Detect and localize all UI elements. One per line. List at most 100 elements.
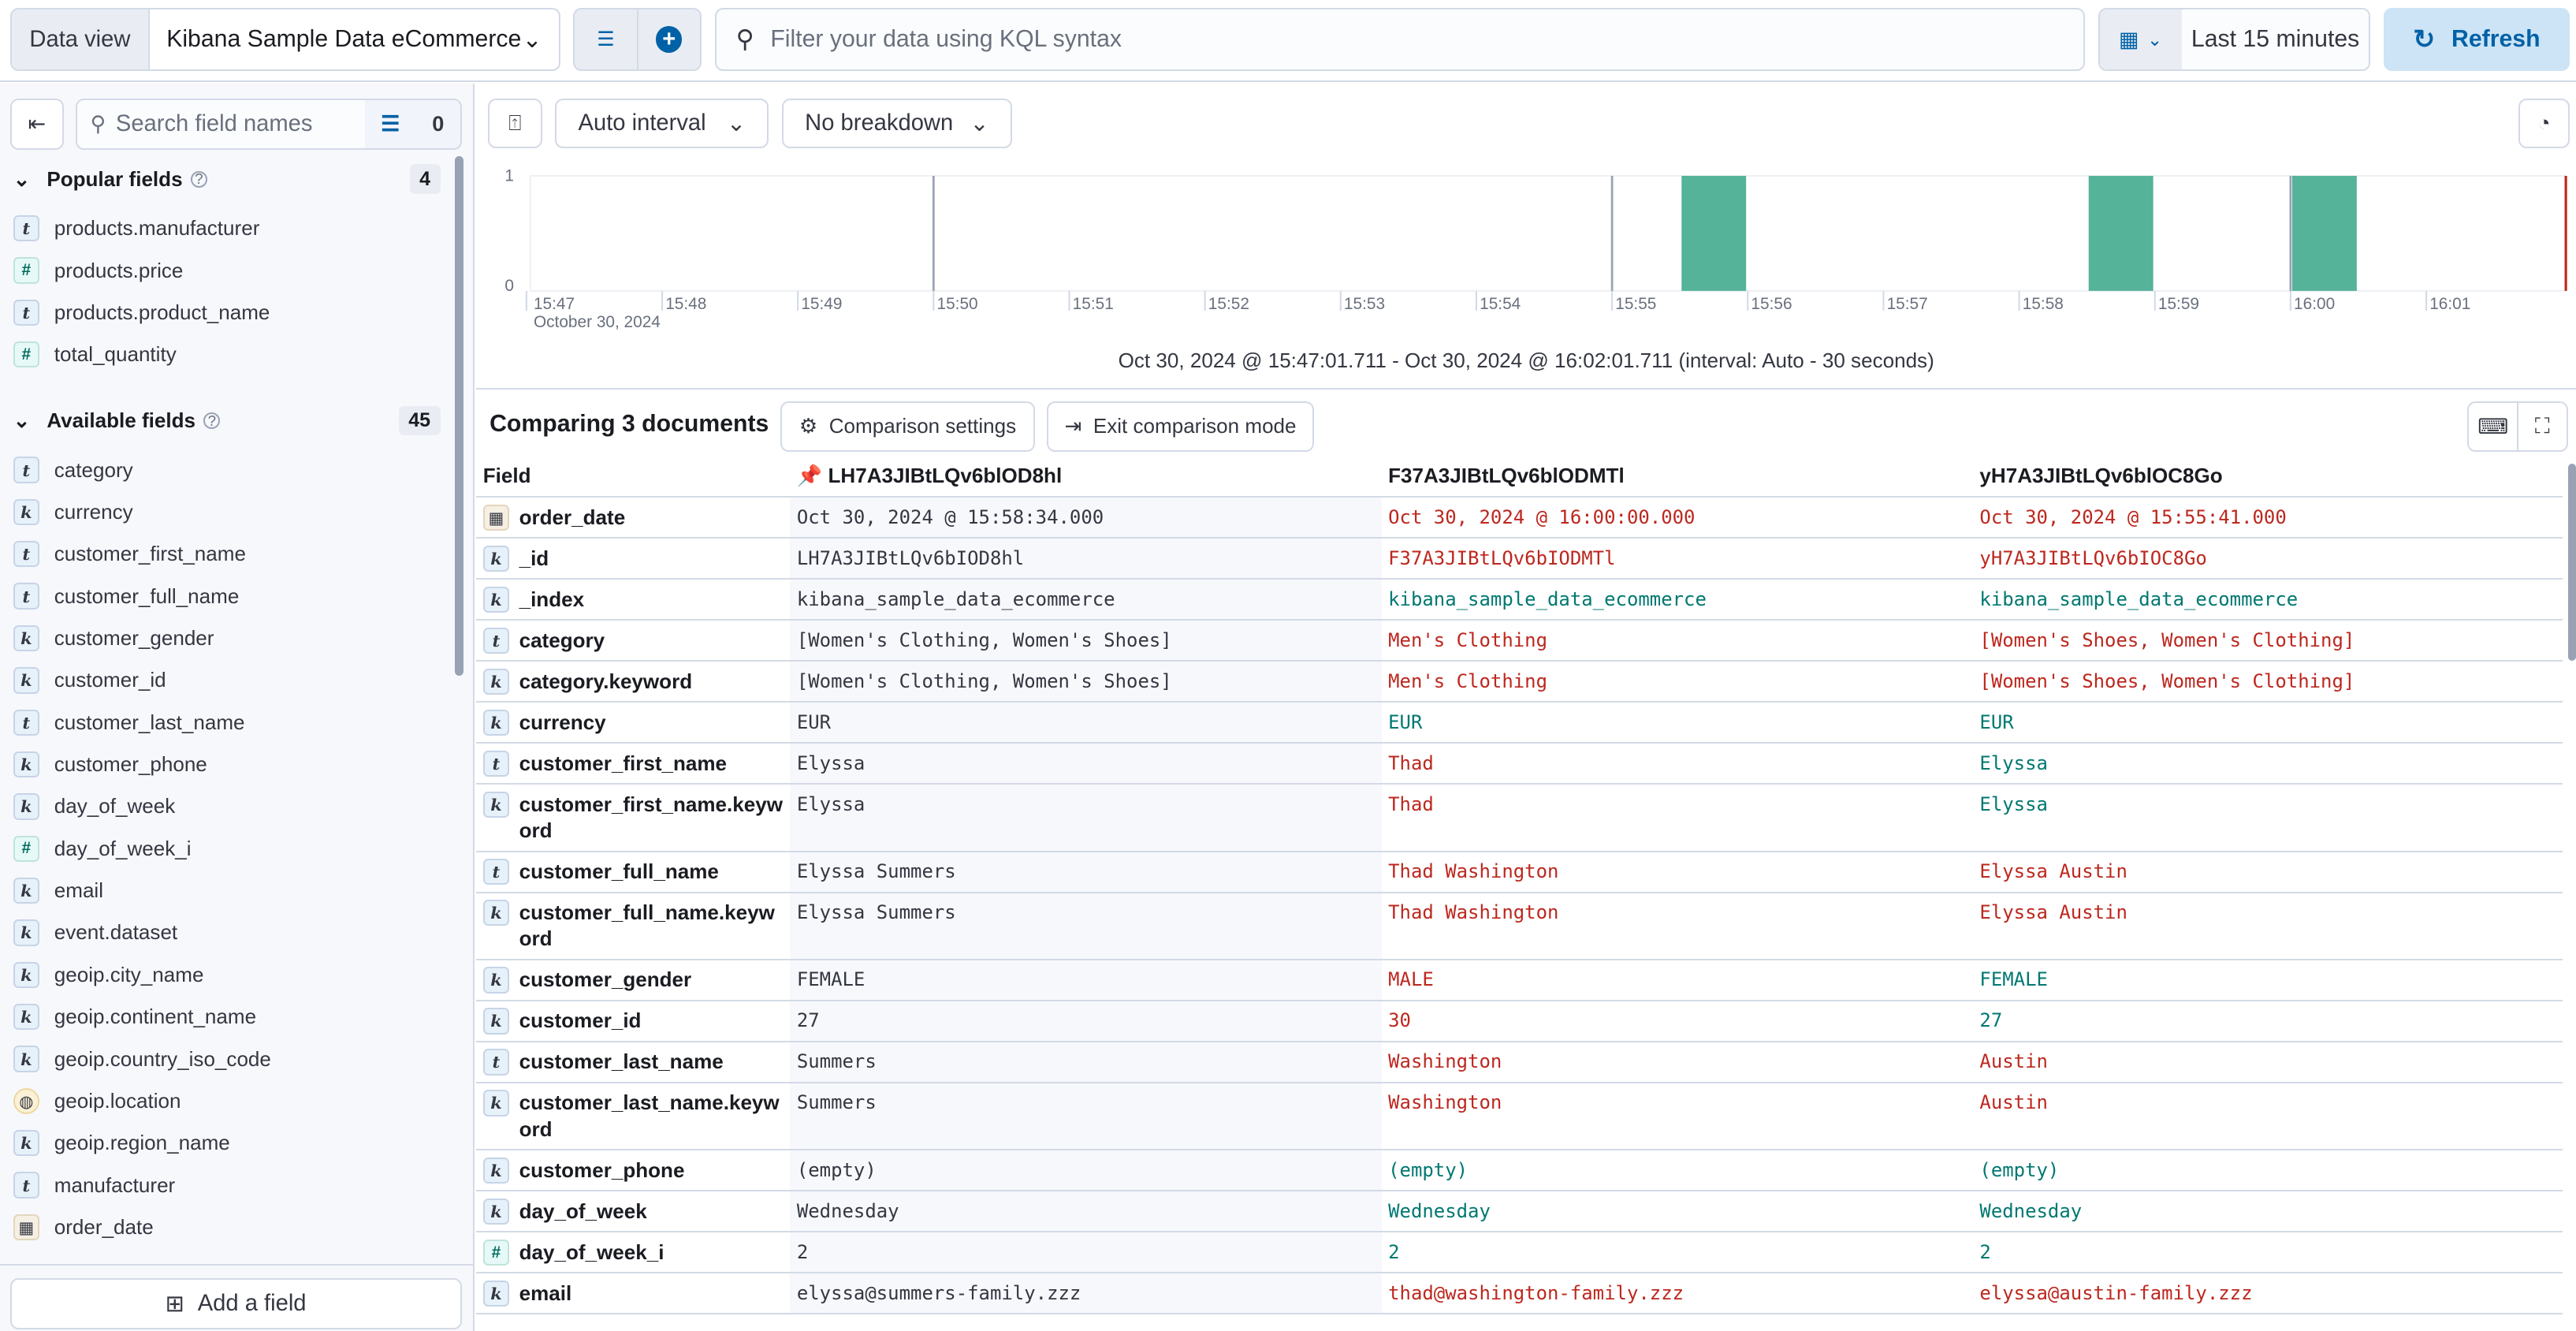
comparison-settings-label: Comparison settings: [828, 414, 1017, 438]
sidebar-scrollbar[interactable]: [455, 155, 463, 676]
field-item[interactable]: k event.dataset: [13, 915, 178, 951]
field-search-input[interactable]: [106, 100, 365, 148]
table-row: k _id LH7A3JIBtLQv6bIOD8hl F37A3JIBtLQv6bIO…: [476, 539, 2563, 580]
chevron-down-icon: ⌄: [522, 26, 542, 53]
compared-value-cell: FEMALE: [1979, 968, 2048, 991]
keyword-type-icon: k: [13, 1004, 40, 1031]
field-name: day_of_week_i: [519, 1240, 664, 1264]
keyword-type-icon: k: [13, 919, 40, 946]
compared-value-cell: (empty): [1388, 1158, 1469, 1181]
field-item[interactable]: # day_of_week_i: [13, 830, 192, 867]
pinned-value-cell: elyssa@summers-family.zzz: [790, 1273, 1382, 1314]
popular-fields-header[interactable]: ⌄ Popular fields? 4: [13, 162, 441, 196]
compared-value-cell: [Women's Shoes, Women's Clothing]: [1979, 628, 2355, 651]
field-item[interactable]: t manufacturer: [13, 1167, 176, 1203]
toggle-chart-button[interactable]: ⍐: [488, 99, 542, 148]
field-name: day_of_week: [54, 794, 176, 818]
column-header-doc[interactable]: F37A3JIBtLQv6blODMTl: [1381, 460, 1974, 497]
available-fields-header[interactable]: ⌄ Available fields? 45: [13, 405, 441, 438]
add-field-button[interactable]: ⊞ Add a field: [9, 1278, 462, 1330]
chart-options-button[interactable]: ◔: [2518, 99, 2570, 148]
collapse-sidebar-button[interactable]: ⇤: [9, 99, 65, 150]
table-row: k customer_last_name.keyword Summers Washin…: [476, 1083, 2563, 1151]
x-tick-label: 15:48: [666, 295, 707, 313]
pinned-value-cell: Summers: [790, 1083, 1382, 1150]
field-item[interactable]: k geoip.city_name: [13, 956, 203, 993]
compared-value-cell: Thad: [1388, 751, 1434, 774]
kql-query-bar[interactable]: ⚲: [714, 8, 2085, 71]
field-item[interactable]: k geoip.continent_name: [13, 999, 256, 1035]
interval-select[interactable]: Auto interval ⌄: [555, 99, 769, 148]
section-title: Popular fields: [47, 166, 183, 191]
field-item[interactable]: k currency: [13, 494, 133, 530]
field-cell: t customer_first_name: [476, 744, 790, 783]
field-type-filter-button[interactable]: ☰ 0: [364, 100, 460, 148]
text-type-icon: t: [13, 583, 40, 610]
field-item[interactable]: # products.price: [13, 252, 183, 289]
text-type-icon: t: [482, 627, 510, 654]
pinned-value-cell: FEMALE: [790, 960, 1382, 1001]
field-item[interactable]: k day_of_week: [13, 789, 176, 825]
field-item[interactable]: k email: [13, 873, 103, 909]
fullscreen-button[interactable]: ⛶: [2516, 401, 2568, 453]
field-item[interactable]: k customer_gender: [13, 621, 214, 657]
field-item[interactable]: k geoip.country_iso_code: [13, 1041, 271, 1077]
field-item[interactable]: t category: [13, 452, 133, 488]
filter-menu-button[interactable]: ☰: [575, 9, 636, 69]
chart-toggle-icon: ⍐: [508, 110, 522, 135]
field-name: order_date: [519, 505, 626, 529]
plus-circle-icon: +: [656, 26, 683, 53]
field-name: category: [519, 628, 605, 652]
table-scrollbar[interactable]: [2567, 463, 2576, 661]
data-view-picker[interactable]: Data view Kibana Sample Data eCommerce ⌄: [9, 8, 560, 71]
text-type-icon: t: [13, 457, 40, 483]
field-name: customer_last_name.keyword: [519, 1091, 780, 1141]
quick-date-picker-button[interactable]: ▦ ⌄: [2099, 9, 2182, 69]
field-cell: k customer_gender: [476, 960, 790, 1000]
field-item[interactable]: t products.manufacturer: [13, 211, 259, 247]
search-icon: ⚲: [735, 25, 754, 53]
calendar-icon: ▦: [2119, 27, 2139, 51]
comparison-settings-button[interactable]: ⚙ Comparison settings: [780, 401, 1036, 453]
field-name: event.dataset: [54, 920, 178, 945]
compared-value-cell: Thad Washington: [1388, 860, 1559, 883]
x-tick-label: 15:53: [1344, 295, 1385, 313]
histogram-chart[interactable]: 0 1 15:47 15:48 15:49 15:50 15:51 15:52 15:53 15:…: [476, 156, 2576, 337]
breakdown-select[interactable]: No breakdown ⌄: [782, 99, 1012, 148]
field-name: customer_first_name: [54, 542, 246, 566]
compared-value-cell: Oct 30, 2024 @ 15:55:41.000: [1979, 505, 2287, 528]
add-filter-button[interactable]: +: [636, 9, 700, 69]
field-item[interactable]: ◍ geoip.location: [13, 1083, 181, 1119]
column-header-pinned-doc[interactable]: 📌 LH7A3JIBtLQv6blOD8hl: [790, 460, 1382, 497]
query-input[interactable]: [770, 26, 2019, 53]
x-tick-label: 15:58: [2023, 295, 2064, 313]
column-header-doc[interactable]: yH7A3JIBtLQv6blOC8Go: [1973, 460, 2563, 497]
compared-value-cell: Elyssa: [1979, 792, 2048, 815]
field-item[interactable]: # total_quantity: [13, 337, 177, 373]
field-search[interactable]: ⚲ ☰0: [75, 99, 462, 150]
field-name: manufacturer: [54, 1173, 176, 1197]
refresh-button[interactable]: ↻ Refresh: [2384, 8, 2570, 71]
compared-value-cell: (empty): [1979, 1158, 2060, 1181]
keyword-type-icon: k: [482, 1008, 510, 1035]
field-cell: k email: [476, 1273, 790, 1313]
keyword-type-icon: k: [13, 1130, 40, 1157]
field-item[interactable]: t customer_full_name: [13, 578, 240, 614]
field-item[interactable]: ▦ order_date: [13, 1210, 154, 1246]
keyboard-shortcuts-button[interactable]: ⌨: [2467, 401, 2519, 453]
top-bar: Data view Kibana Sample Data eCommerce ⌄ …: [0, 0, 2576, 83]
x-tick-label: 15:56: [1751, 295, 1792, 313]
exit-comparison-button[interactable]: ⇥ Exit comparison mode: [1046, 401, 1315, 453]
field-item[interactable]: t customer_first_name: [13, 536, 246, 572]
pinned-value-cell: Elyssa Summers: [790, 893, 1382, 960]
field-item[interactable]: k customer_phone: [13, 747, 207, 783]
field-name: customer_full_name.keyword: [519, 900, 775, 951]
time-range-button[interactable]: Last 15 minutes: [2181, 9, 2369, 69]
field-name: customer_full_name: [54, 583, 240, 608]
field-item[interactable]: t customer_last_name: [13, 704, 245, 740]
field-item[interactable]: k customer_id: [13, 662, 166, 699]
field-item[interactable]: k geoip.region_name: [13, 1125, 230, 1161]
field-item[interactable]: t products.product_name: [13, 294, 270, 330]
compared-value-cell: Washington: [1388, 1091, 1502, 1114]
chevron-down-icon: ⌄: [726, 110, 746, 136]
